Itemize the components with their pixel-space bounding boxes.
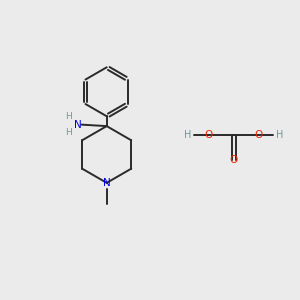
Text: H: H — [184, 130, 192, 140]
Text: O: O — [204, 130, 212, 140]
Text: N: N — [74, 120, 82, 130]
Text: H: H — [65, 128, 72, 137]
Text: H: H — [65, 112, 72, 121]
Text: O: O — [230, 154, 238, 165]
Text: O: O — [255, 130, 263, 140]
Text: H: H — [276, 130, 283, 140]
Text: N: N — [103, 178, 111, 188]
